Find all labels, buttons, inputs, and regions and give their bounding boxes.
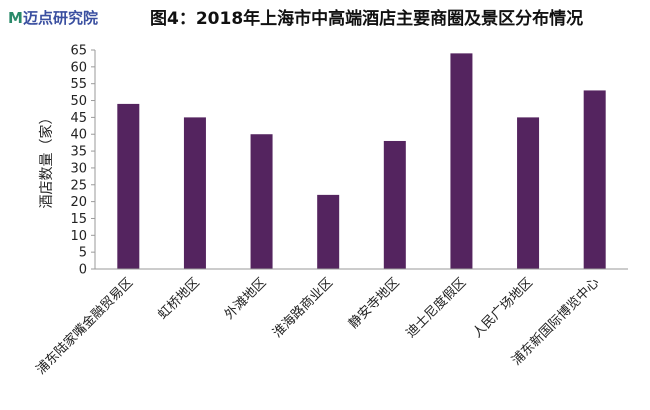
x-category-label: 淮海路商业区 [270,275,336,341]
y-tick-label: 60 [70,60,87,75]
x-category-label: 人民广场地区 [470,275,536,341]
y-tick-label: 65 [70,44,87,59]
y-tick-label: 40 [70,128,87,143]
y-tick-label: 55 [70,77,87,92]
chart-title: 图4：2018年上海市中高端酒店主要商圈及景区分布情况 [150,9,584,29]
y-tick-label: 30 [70,161,87,176]
x-category-label: 迪士尼度假区 [403,275,469,341]
y-tick-label: 45 [70,111,87,126]
x-category-label: 外滩地区 [222,275,269,322]
y-axis-label: 酒店数量（家） [38,111,55,209]
bar [117,103,140,270]
y-tick-label: 5 [79,246,87,261]
y-tick-label: 25 [70,178,87,193]
logo-mark: M [8,8,23,27]
logo-text: M迈点研究院 [8,7,98,28]
y-tick-label: 20 [70,195,87,210]
bars [117,53,606,270]
logo-name: 迈点研究院 [22,8,98,27]
x-category-label: 虹桥地区 [155,275,202,322]
y-tick-label: 0 [79,263,87,278]
bar [517,117,540,269]
y-tick-label: 35 [70,145,87,160]
y-tick-label: 10 [70,229,87,244]
bar [383,140,406,269]
brand-logo: M迈点研究院 [8,6,98,28]
y-tick-label: 15 [70,212,87,227]
bar [183,117,206,269]
bar [450,53,473,269]
x-category-label: 静安寺地区 [346,275,403,332]
x-axis: 浦东陆家嘴金融贸易区 虹桥地区 外滩地区 淮海路商业区 静安寺地区 迪士尼度假区 人民广场地… [33,268,628,378]
x-category-label: 浦东陆家嘴金融贸易区 [33,275,136,378]
bar [250,134,273,269]
bar [583,90,606,269]
bar [317,194,340,269]
y-tick-label: 50 [70,94,87,109]
